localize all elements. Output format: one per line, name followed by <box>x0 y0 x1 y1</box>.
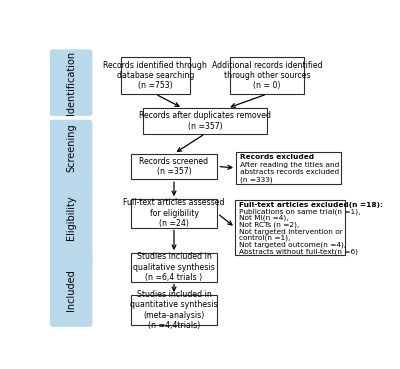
Text: Records after duplicates removed
(n =357): Records after duplicates removed (n =357… <box>139 111 271 131</box>
FancyBboxPatch shape <box>131 154 218 179</box>
FancyBboxPatch shape <box>143 108 267 134</box>
FancyBboxPatch shape <box>49 253 92 327</box>
Text: Publications on same trial(n =1),: Publications on same trial(n =1), <box>239 208 360 215</box>
Text: (n =333): (n =333) <box>240 177 272 183</box>
FancyBboxPatch shape <box>131 199 218 228</box>
Text: Additional records identified
through other sources
(n = 0): Additional records identified through ot… <box>212 61 322 90</box>
Text: Studies included in
quantitative synthesis
(meta-analysis)
(n =4,4trials): Studies included in quantitative synthes… <box>130 290 218 330</box>
Text: After reading the titles and: After reading the titles and <box>240 162 339 168</box>
Text: Not RCTs (n =2),: Not RCTs (n =2), <box>239 222 299 228</box>
FancyBboxPatch shape <box>49 173 92 262</box>
Text: Eligibility: Eligibility <box>66 195 76 240</box>
Text: Records excluded: Records excluded <box>240 154 314 160</box>
Text: Included: Included <box>66 269 76 311</box>
FancyBboxPatch shape <box>230 57 304 94</box>
FancyBboxPatch shape <box>131 253 218 282</box>
Text: Full-text articles excluded(n =18):: Full-text articles excluded(n =18): <box>239 202 383 208</box>
Text: Not targeted outcome(n =4),: Not targeted outcome(n =4), <box>239 242 346 248</box>
Text: Records identified through
database searching
(n =753): Records identified through database sear… <box>104 61 207 90</box>
FancyBboxPatch shape <box>49 120 92 176</box>
FancyBboxPatch shape <box>131 295 218 325</box>
Text: Full-text articles assessed
for eligibility
(n =24): Full-text articles assessed for eligibil… <box>123 199 225 228</box>
Text: control(n =1),: control(n =1), <box>239 235 290 241</box>
Text: Records screened
(n =357): Records screened (n =357) <box>140 157 208 176</box>
FancyBboxPatch shape <box>235 200 345 255</box>
Text: Abstracts without full-text(n =6): Abstracts without full-text(n =6) <box>239 248 358 255</box>
Text: abstracts records excluded: abstracts records excluded <box>240 169 339 175</box>
Text: Not targeted intervention or: Not targeted intervention or <box>239 228 343 235</box>
Text: Identification: Identification <box>66 51 76 115</box>
Text: Not MI(n =4),: Not MI(n =4), <box>239 215 288 221</box>
FancyBboxPatch shape <box>236 152 341 184</box>
Text: Studies included in
qualitative synthesis
(n =6,4 trials ): Studies included in qualitative synthesi… <box>133 252 215 282</box>
FancyBboxPatch shape <box>121 57 190 94</box>
FancyBboxPatch shape <box>49 49 92 116</box>
Text: Screening: Screening <box>66 124 76 172</box>
